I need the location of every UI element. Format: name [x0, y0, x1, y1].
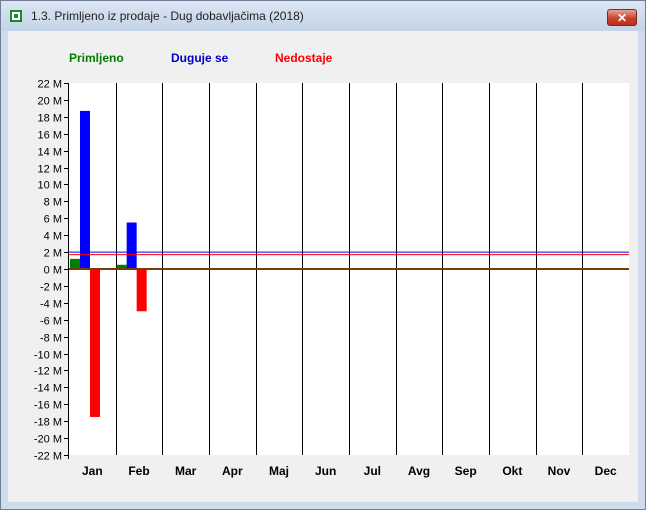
y-tick-label: 20 M — [38, 96, 62, 108]
y-tick-label: 2 M — [44, 248, 62, 260]
x-tick-label: Apr — [222, 464, 243, 478]
x-tick-label: Okt — [502, 464, 522, 478]
x-tick-label: Feb — [128, 464, 149, 478]
x-tick-label: Nov — [548, 464, 571, 478]
x-tick-label: Avg — [408, 464, 430, 478]
y-tick-label: -10 M — [34, 350, 62, 362]
y-tick-label: 16 M — [38, 130, 62, 142]
close-icon: ✕ — [616, 11, 628, 25]
legend-item-nedostaje: Nedostaje — [275, 51, 333, 65]
close-button[interactable]: ✕ — [607, 9, 637, 26]
y-tick-label: 0 M — [44, 265, 62, 277]
y-tick-label: -16 M — [34, 400, 62, 412]
x-tick-label: Jan — [82, 464, 103, 478]
x-tick-label: Dec — [595, 464, 617, 478]
title-bar[interactable]: 1.3. Primljeno iz prodaje - Dug dobavlja… — [1, 1, 645, 31]
bar-duguje-se — [126, 222, 137, 269]
y-tick-label: 6 M — [44, 214, 62, 226]
y-tick-label: 14 M — [38, 147, 62, 159]
y-tick-label: 12 M — [38, 164, 62, 176]
legend-item-duguje-se: Duguje se — [171, 51, 229, 65]
y-tick-label: 22 M — [38, 79, 62, 91]
window-title: 1.3. Primljeno iz prodaje - Dug dobavlja… — [31, 9, 304, 23]
app-icon — [10, 10, 22, 22]
bar-nedostaje — [136, 269, 147, 312]
y-tick-label: 10 M — [38, 180, 62, 192]
y-tick-label: 18 M — [38, 113, 62, 125]
x-tick-label: Maj — [269, 464, 289, 478]
bar-primljeno — [70, 258, 80, 269]
y-tick-label: -4 M — [40, 299, 62, 311]
y-tick-label: -22 M — [34, 451, 62, 463]
y-tick-label: -18 M — [34, 417, 62, 429]
bar-duguje-se — [80, 110, 90, 270]
y-tick-label: 4 M — [44, 231, 62, 243]
legend-item-primljeno: Primljeno — [69, 51, 124, 65]
chart-area: Primljeno Duguje se Nedostaje 22 M 20 M 18… — [8, 31, 638, 502]
x-tick-label: Mar — [175, 464, 197, 478]
x-tick-label: Jun — [315, 464, 336, 478]
bar-chart: 22 M 20 M 18 M 16 M 14 M 12 M 10 M 8 M 6 M 4 M 2 M… — [34, 79, 629, 478]
y-tick-label: -8 M — [40, 333, 62, 345]
y-tick-label: -12 M — [34, 366, 62, 378]
y-tick-label: -20 M — [34, 434, 62, 446]
bar-nedostaje — [90, 269, 100, 417]
x-tick-label: Jul — [364, 464, 381, 478]
y-tick-label: 8 M — [44, 197, 62, 209]
y-tick-label: -2 M — [40, 282, 62, 294]
y-tick-label: -6 M — [40, 316, 62, 328]
x-tick-label: Sep — [455, 464, 477, 478]
bar-primljeno — [116, 264, 127, 269]
y-tick-label: -14 M — [34, 383, 62, 395]
